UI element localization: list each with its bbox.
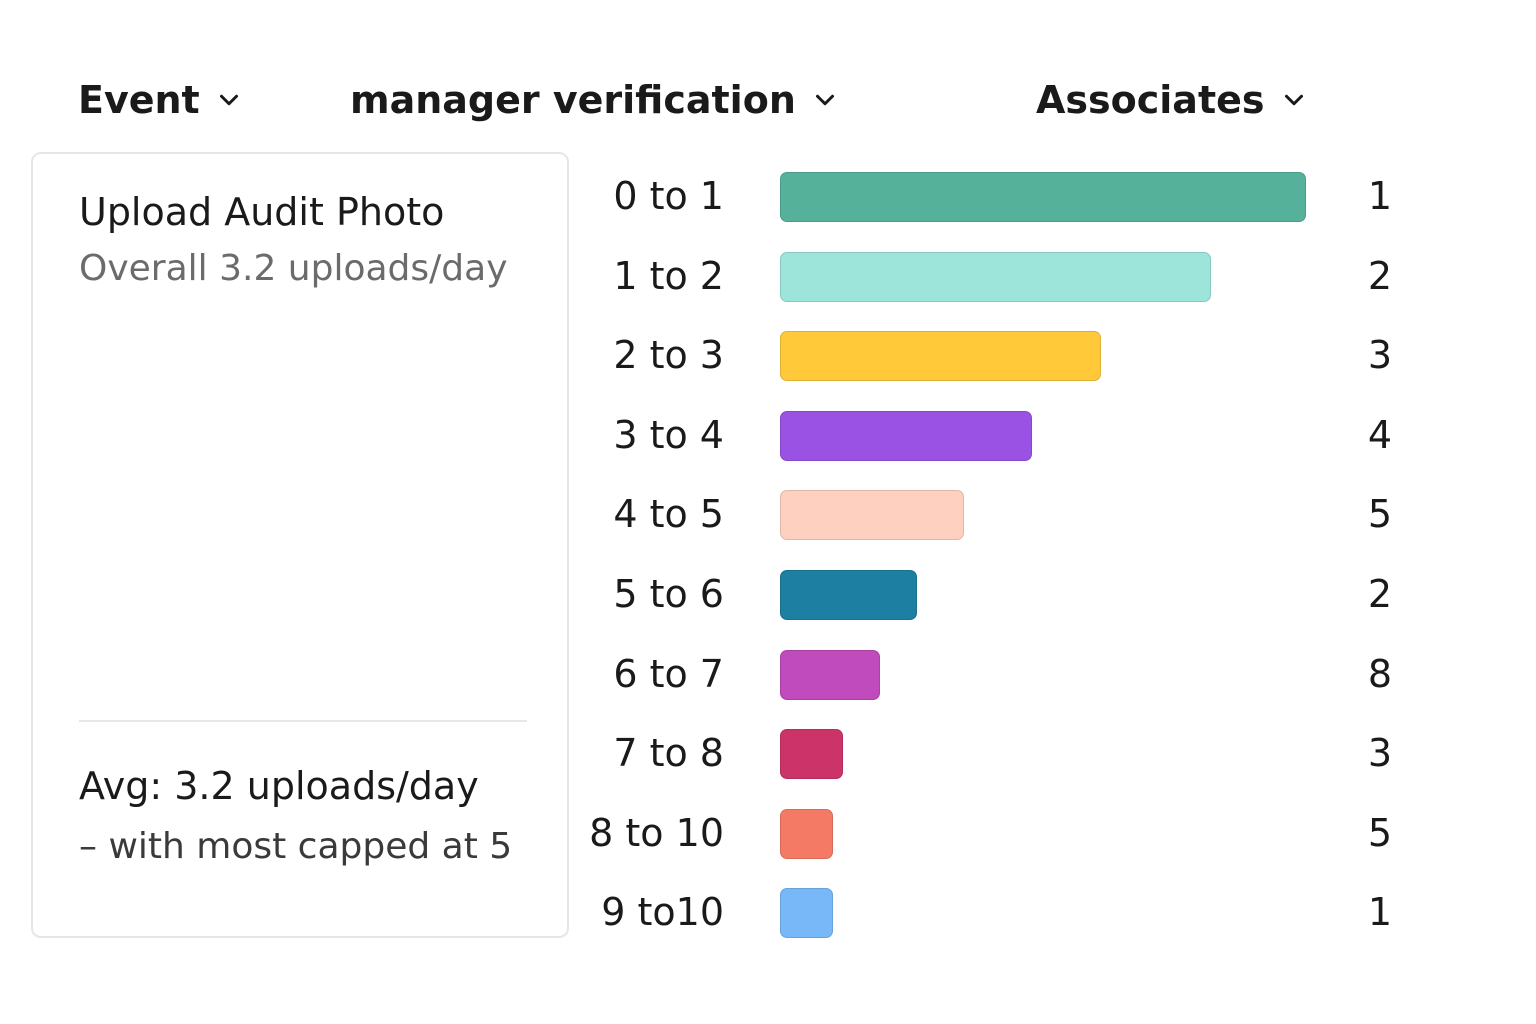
- associates-filter-label: Associates: [1036, 78, 1265, 122]
- bar: [780, 649, 880, 700]
- count-label: 3: [1367, 333, 1393, 378]
- bar: [780, 888, 833, 939]
- count-label: 8: [1367, 651, 1393, 696]
- card-subtitle: Overall 3.2 uploads/day: [79, 248, 508, 289]
- card-note: – with most capped at 5: [79, 826, 513, 867]
- count-label: 3: [1367, 731, 1393, 776]
- chevron-down-icon: [1284, 94, 1303, 106]
- bar: [780, 729, 843, 780]
- bar: [780, 331, 1101, 382]
- associates-filter-dropdown[interactable]: Associates: [1036, 72, 1309, 128]
- event-filter-label: Event: [78, 78, 200, 122]
- count-label: 5: [1367, 492, 1393, 537]
- verification-filter-dropdown[interactable]: manager verification: [350, 72, 840, 128]
- bar: [780, 251, 1211, 302]
- card-divider: [79, 720, 527, 722]
- count-label: 2: [1367, 253, 1393, 298]
- verification-filter-label: manager verification: [350, 78, 796, 122]
- count-label: 1: [1367, 890, 1393, 935]
- bar: [780, 808, 833, 859]
- chevron-down-icon: [815, 94, 834, 106]
- count-label: 2: [1367, 572, 1393, 616]
- bar: [780, 490, 964, 541]
- summary-card: Upload Audit Photo Overall 3.2 uploads/d…: [31, 152, 569, 938]
- chevron-down-icon: [219, 94, 238, 106]
- bar: [780, 410, 1032, 461]
- count-label: 4: [1367, 412, 1393, 457]
- count-label: 5: [1367, 810, 1393, 855]
- card-average: Avg: 3.2 uploads/day: [79, 764, 479, 808]
- event-filter-dropdown[interactable]: Event: [78, 72, 244, 128]
- bar: [780, 570, 917, 620]
- count-label: 1: [1367, 174, 1393, 218]
- bar: [780, 172, 1306, 222]
- card-title: Upload Audit Photo: [79, 190, 445, 234]
